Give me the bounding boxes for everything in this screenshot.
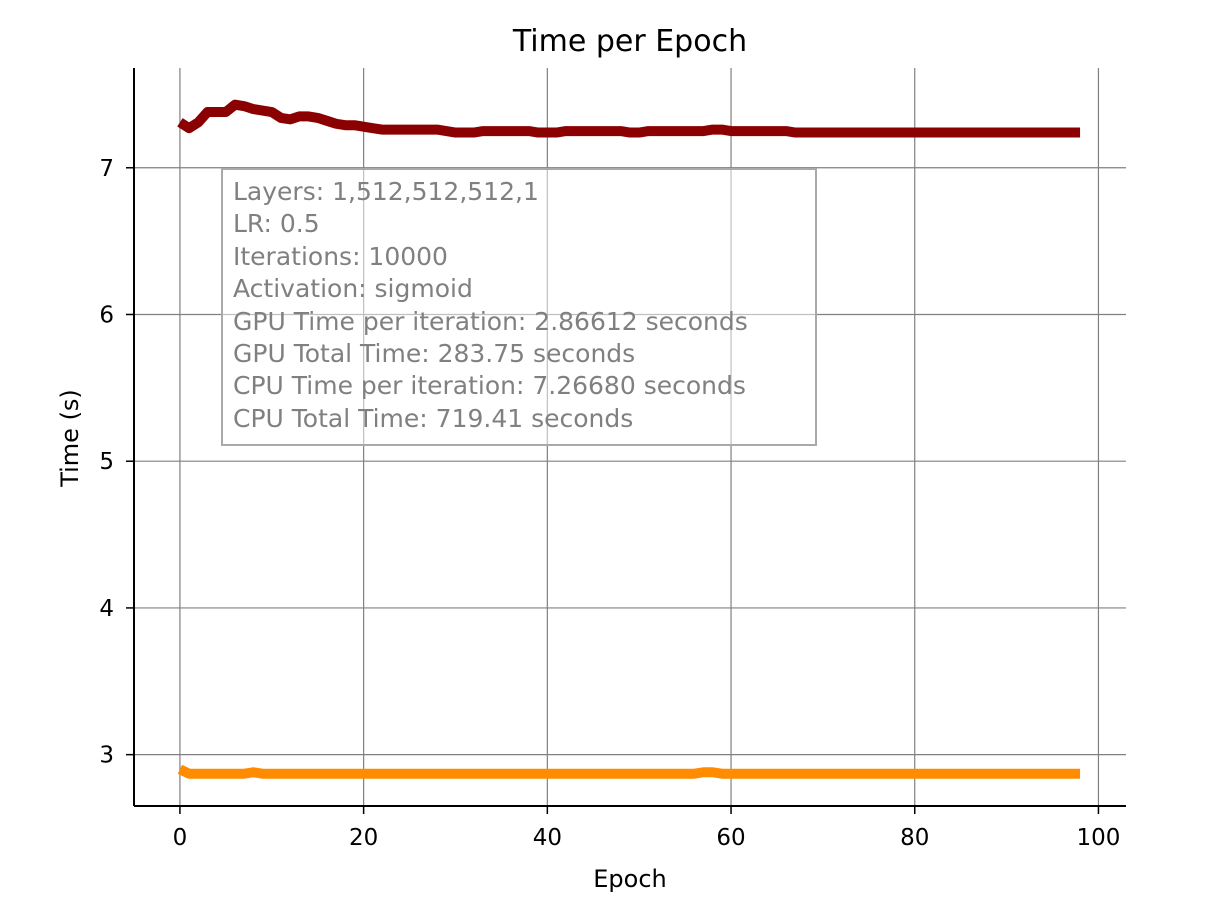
annotation-line: CPU Time per iteration: 7.26680 seconds — [233, 371, 746, 400]
annotation-line: Iterations: 10000 — [233, 242, 448, 271]
annotation-line: GPU Total Time: 283.75 seconds — [233, 339, 635, 368]
series-line-0 — [177, 99, 1081, 138]
x-tick-label: 0 — [173, 825, 188, 851]
y-tick-label: 7 — [99, 156, 114, 182]
x-tick-label: 100 — [1076, 825, 1120, 851]
x-axis-label: Epoch — [593, 865, 667, 893]
y-tick-label: 5 — [99, 449, 114, 475]
x-tick-label: 20 — [349, 825, 378, 851]
axes — [133, 68, 1126, 807]
annotation-border — [221, 168, 817, 446]
annotation-box: Layers: 1,512,512,512,1 LR: 0.5 Iteratio… — [221, 168, 817, 446]
series-lines — [177, 99, 1081, 779]
annotation-line: LR: 0.5 — [233, 209, 320, 238]
annotation-line: GPU Time per iteration: 2.86612 seconds — [233, 307, 748, 336]
x-tick-label: 40 — [533, 825, 562, 851]
tick-marks: 0 20 40 60 80 100 3 4 5 6 7 — [99, 156, 1120, 851]
x-tick-label: 60 — [716, 825, 745, 851]
x-tick-label: 80 — [900, 825, 929, 851]
y-tick-label: 4 — [99, 596, 114, 622]
y-tick-label: 3 — [99, 743, 114, 769]
annotation-line: Layers: 1,512,512,512,1 — [233, 177, 539, 206]
annotation-line: CPU Total Time: 719.41 seconds — [233, 404, 633, 433]
y-tick-label: 6 — [99, 302, 114, 328]
annotation-line: Activation: sigmoid — [233, 274, 473, 303]
series-line-1 — [177, 764, 1081, 779]
y-axis-label: Time (s) — [56, 389, 84, 488]
chart-title: Time per Epoch — [512, 24, 747, 59]
